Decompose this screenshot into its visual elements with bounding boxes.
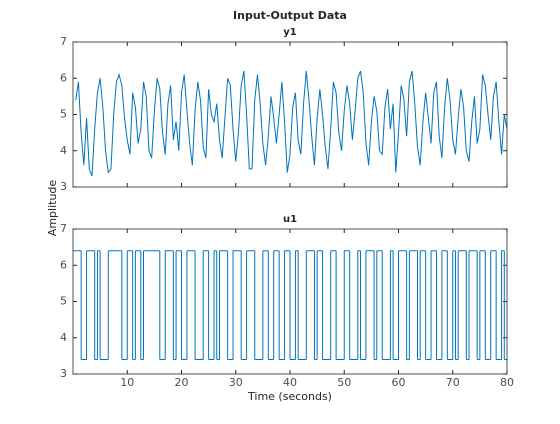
y-tick-label: 3 [60,367,67,380]
y-tick-label: 5 [60,108,67,121]
y-tick-label: 7 [60,222,67,235]
x-axis-label: Time (seconds) [247,390,332,403]
x-tick-label: 20 [175,376,189,389]
subplot-title: y1 [283,27,297,38]
axes-box [72,228,508,375]
x-tick-label: 80 [500,376,514,389]
y-axis-label: Amplitude [46,180,59,237]
y-tick-label: 5 [60,295,67,308]
x-tick-label: 10 [120,376,134,389]
subplot-title: u1 [283,214,297,225]
y-tick-label: 4 [60,331,67,344]
y-tick-label: 6 [60,71,67,84]
y-tick-label: 7 [60,35,67,48]
y-tick-label: 6 [60,258,67,271]
x-tick-label: 60 [392,376,406,389]
axes-box [72,41,508,188]
x-tick-label: 70 [446,376,460,389]
chart-title: Input-Output Data [233,9,347,22]
y-tick-label: 3 [60,180,67,193]
data-line [75,70,508,177]
x-tick-label: 30 [229,376,243,389]
y-tick-label: 4 [60,144,67,157]
x-tick-label: 50 [337,376,351,389]
axes-background [73,42,507,187]
x-tick-label: 40 [283,376,297,389]
